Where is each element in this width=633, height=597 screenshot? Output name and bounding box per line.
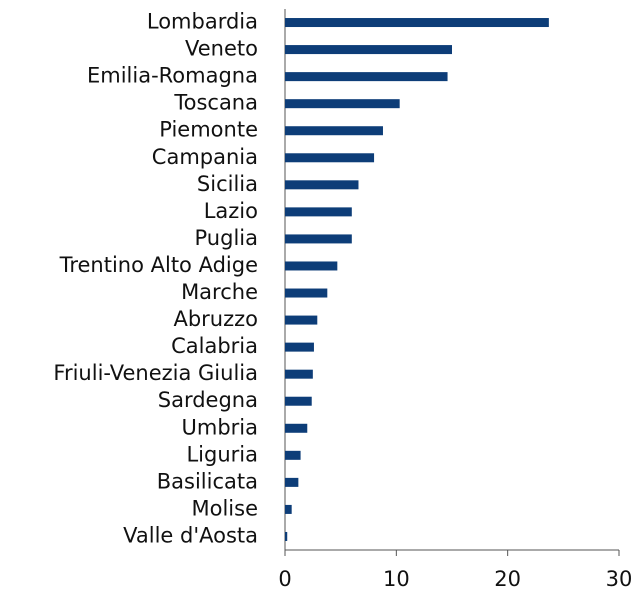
bar (285, 45, 452, 55)
bar (285, 315, 318, 325)
y-tick-label: Friuli-Venezia Giulia (53, 361, 258, 385)
y-tick-label: Calabria (171, 334, 258, 358)
y-tick-label: Trentino Alto Adige (59, 253, 258, 277)
bar (285, 288, 328, 298)
bar (285, 180, 359, 190)
x-tick-label: 0 (278, 567, 291, 591)
y-tick-label: Basilicata (157, 469, 258, 493)
y-tick-label: Campania (152, 145, 258, 169)
bar (285, 450, 301, 460)
bar (285, 207, 352, 217)
y-tick-label: Veneto (185, 37, 258, 61)
bar (285, 477, 299, 487)
y-tick-label: Liguria (186, 442, 258, 466)
y-tick-label: Umbria (182, 415, 259, 439)
x-tick-label: 10 (383, 567, 410, 591)
bar (285, 72, 448, 82)
y-tick-label: Marche (181, 280, 258, 304)
bar (285, 126, 383, 136)
x-tick-label: 30 (606, 567, 633, 591)
y-tick-label: Puglia (195, 226, 258, 250)
y-tick-label: Lazio (204, 199, 258, 223)
y-tick-label: Toscana (173, 91, 258, 115)
bar (285, 153, 375, 163)
bar (285, 369, 313, 379)
bar (285, 504, 292, 514)
bar (285, 396, 312, 406)
y-tick-label: Valle d'Aosta (123, 523, 258, 547)
bar (285, 423, 308, 433)
bar (285, 531, 288, 541)
y-tick-label: Lombardia (147, 10, 258, 34)
bar (285, 99, 400, 109)
bar (285, 342, 314, 352)
y-tick-label: Molise (192, 496, 259, 520)
bar (285, 261, 338, 271)
bar (285, 18, 549, 28)
y-tick-label: Abruzzo (173, 307, 258, 331)
y-tick-label: Sardegna (158, 388, 258, 412)
y-tick-label: Piemonte (159, 118, 258, 142)
x-tick-label: 20 (494, 567, 521, 591)
y-tick-label: Emilia-Romagna (87, 64, 258, 88)
bar (285, 234, 352, 244)
y-tick-label: Sicilia (197, 172, 258, 196)
